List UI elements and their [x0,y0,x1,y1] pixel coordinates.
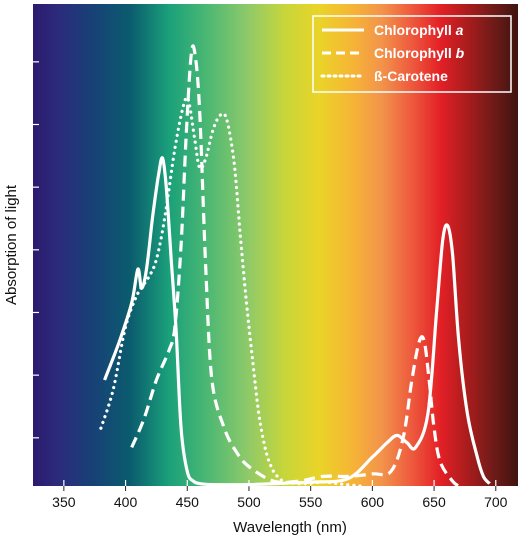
y-axis-title: Absorption of light [3,184,20,305]
legend-label-chlorophyll-a: Chlorophyll a [374,22,464,38]
x-tick-label-650: 650 [422,494,446,510]
legend-label-chlorophyll-b: Chlorophyll b [374,45,465,61]
y-axis-ticks [33,61,39,439]
legend-label-beta-carotene: ß-Carotene [374,68,448,84]
series-layer [99,44,491,488]
x-tick-label-550: 550 [299,494,323,510]
plot-area [33,4,518,486]
series-line-chlorophyll-b [130,44,460,488]
series-line-chlorophyll-a [103,156,491,487]
x-tick-label-450: 450 [176,494,200,510]
x-tick-label-400: 400 [114,494,138,510]
x-tick-label-350: 350 [52,494,76,510]
series-line-carotene [99,95,362,488]
x-tick-label-600: 600 [361,494,385,510]
x-axis-ticks: 350 400 450 500 550 600 650 700 [52,480,508,510]
legend: Chlorophyll a Chlorophyll b ß-Carotene [312,15,512,93]
legend-box [312,15,512,93]
x-tick-label-700: 700 [484,494,508,510]
x-tick-label-500: 500 [237,494,261,510]
x-axis-title: Wavelength (nm) [233,519,347,536]
